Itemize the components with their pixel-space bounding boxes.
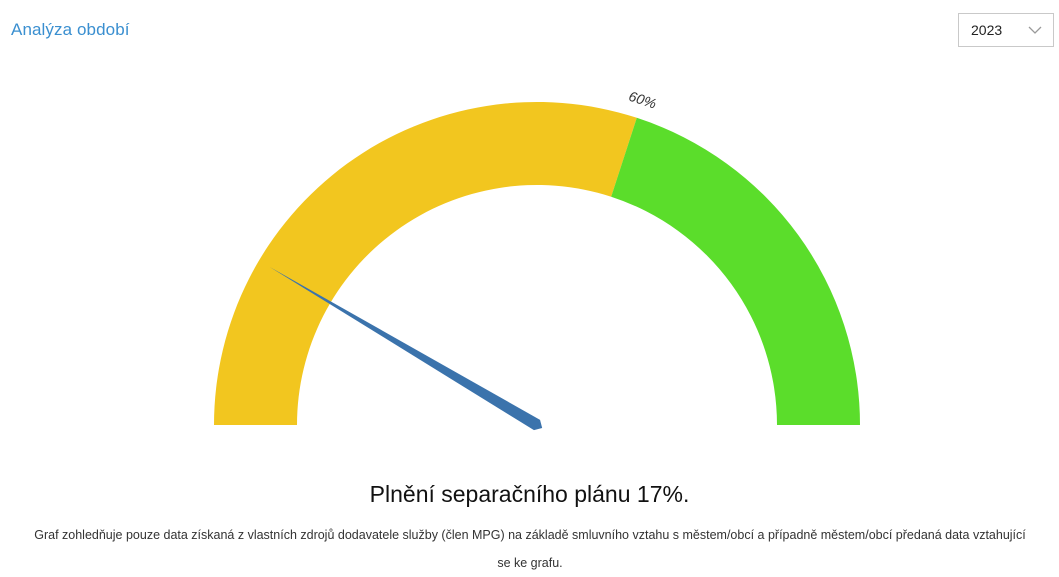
gauge-threshold-label: 60%	[627, 88, 659, 112]
gauge-band-target	[611, 117, 860, 425]
page-title: Analýza období	[11, 20, 130, 39]
year-select-value: 2023	[971, 22, 1003, 38]
gauge-band-low	[214, 101, 637, 426]
chart-disclaimer: Graf zohledňuje pouze data získaná z vla…	[34, 528, 1026, 570]
year-select[interactable]: 2023	[958, 13, 1054, 47]
chevron-down-icon	[1028, 26, 1042, 34]
plan-fulfillment-headline: Plnění separačního plánu 17%.	[369, 481, 690, 507]
gauge-needle	[269, 266, 543, 431]
gauge-chart: 60%	[214, 88, 860, 431]
